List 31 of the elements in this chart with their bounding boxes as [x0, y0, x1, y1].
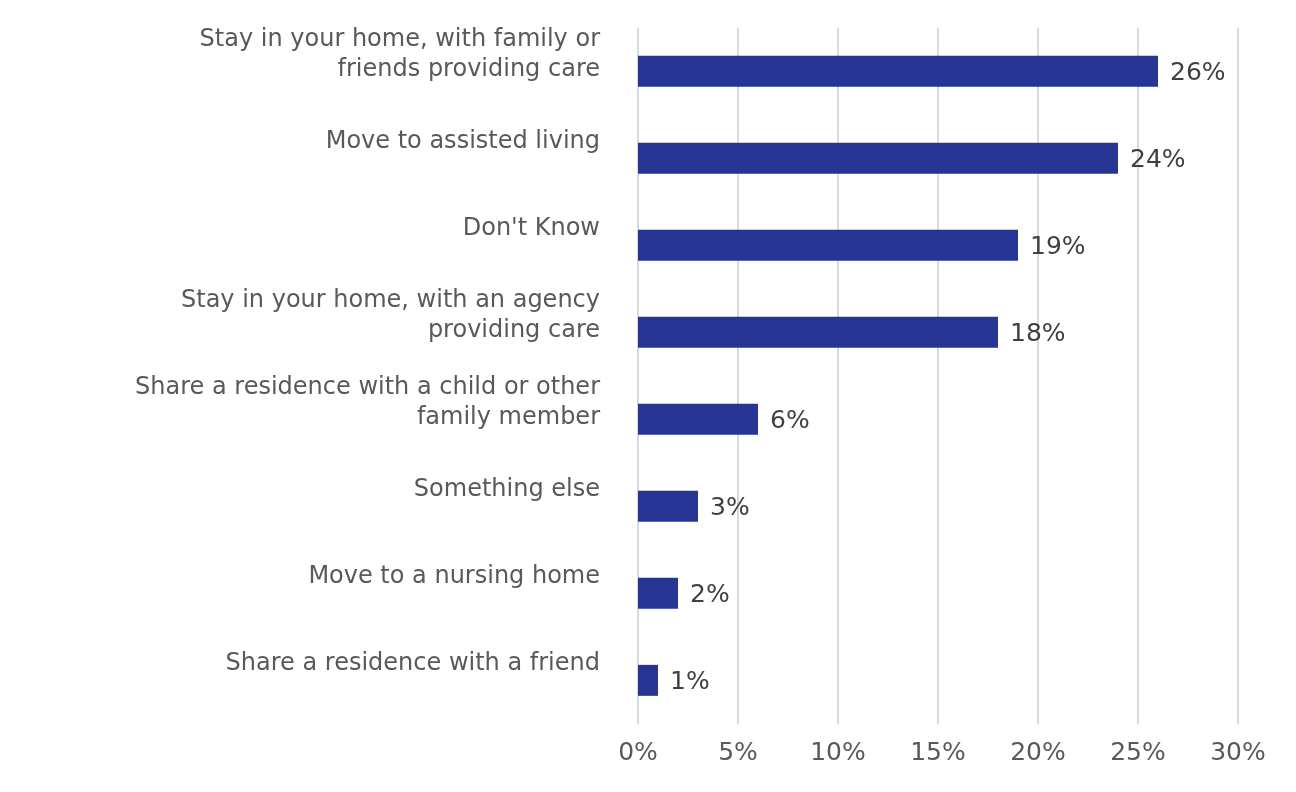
data-label: 26% [1170, 57, 1226, 87]
x-tick-label: 15% [910, 736, 966, 766]
y-tick-label: Share a residence with a friend [225, 647, 600, 676]
y-tick-label: Don't Know [462, 212, 600, 241]
y-tick-label: Share a residence with a child or other family member [135, 371, 601, 430]
y-tick-label: Move to assisted living [325, 125, 600, 154]
data-label: 24% [1130, 144, 1186, 174]
bar [638, 316, 998, 348]
y-tick-label: Something else [413, 473, 600, 502]
x-tick-label: 5% [718, 736, 758, 766]
data-label: 18% [1010, 318, 1066, 348]
bar [638, 664, 658, 696]
y-tick-label: Stay in your home, with an agency providing care [181, 284, 600, 343]
x-tick-label: 30% [1210, 736, 1266, 766]
x-tick-label: 20% [1010, 736, 1066, 766]
bar [638, 55, 1158, 87]
data-label: 6% [770, 405, 810, 435]
bar [638, 229, 1018, 261]
x-tick-label: 25% [1110, 736, 1166, 766]
x-tick-label: 0% [618, 736, 658, 766]
data-label: 19% [1030, 231, 1086, 261]
data-label: 2% [690, 579, 730, 609]
x-tick-label: 10% [810, 736, 866, 766]
bar [638, 490, 698, 522]
y-tick-label: Move to a nursing home [308, 560, 600, 589]
y-tick-label: Stay in your home, with family or friends providing care [199, 23, 601, 82]
data-label: 3% [710, 492, 750, 522]
bar [638, 403, 758, 435]
data-label: 1% [670, 666, 710, 696]
bar [638, 577, 678, 609]
bar [638, 142, 1118, 174]
